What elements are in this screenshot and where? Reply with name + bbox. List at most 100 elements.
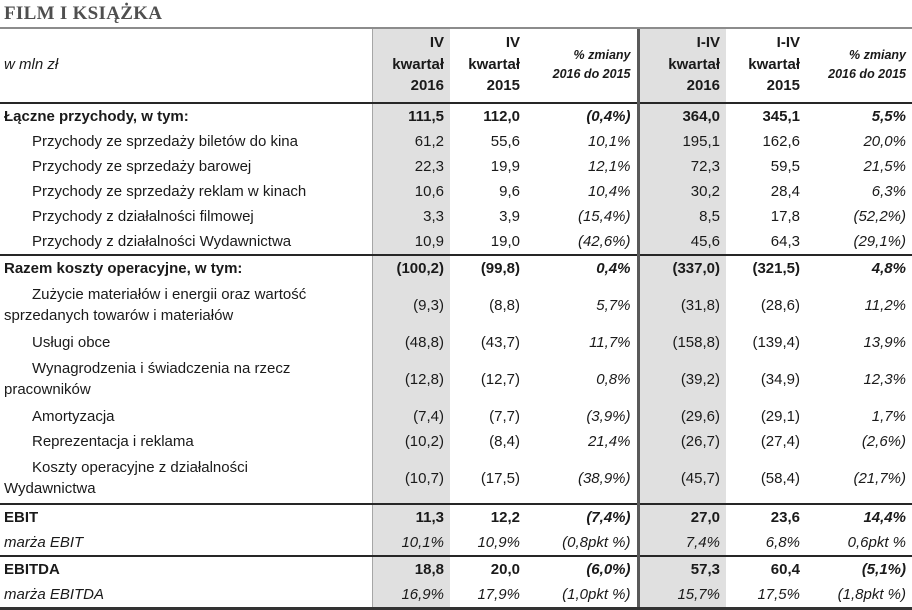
value-cell: (42,6%) <box>577 233 631 250</box>
value-cell: (27,4) <box>760 433 800 450</box>
value-cell: 162,6 <box>762 133 800 150</box>
value-cell: 19,0 <box>490 233 520 250</box>
value-cell: (12,7) <box>480 370 520 388</box>
table-row: Zużycie materiałów i energii oraz wartoś… <box>0 281 912 330</box>
value-cell: (8,4) <box>489 433 520 450</box>
value-cell: (21,7%) <box>853 469 906 487</box>
value-cell: 10,1% <box>371 530 450 556</box>
value-cell: 6,8% <box>765 534 800 551</box>
financial-table: w mln zł IV kwartał 2016 IV kwartał 2015… <box>0 29 912 610</box>
value-cell: 30,2 <box>636 179 726 204</box>
row-label: Razem koszty operacyjne, w tym: <box>0 254 372 281</box>
value-cell: 60,4 <box>726 555 806 582</box>
value-cell: 15,7% <box>636 582 726 610</box>
value-cell: 9,6 <box>499 183 520 200</box>
value-cell: 6,3% <box>871 183 906 200</box>
value-cell: 17,9% <box>450 582 526 610</box>
value-cell: 16,9% <box>371 582 450 610</box>
value-cell: (0,4%) <box>586 108 631 125</box>
row-label: Amortyzacja <box>32 408 115 425</box>
value-cell: (99,8) <box>450 254 526 281</box>
value-cell: 14,4% <box>806 503 912 530</box>
table-row: Usługi obce (48,8) (43,7) 11,7% (158,8) (139,… <box>0 330 912 355</box>
value-cell: 17,8 <box>770 208 800 225</box>
row-label: Łączne przychody, w tym: <box>4 108 189 125</box>
value-cell: (29,1) <box>760 408 800 425</box>
value-cell: (45,7) <box>636 454 726 504</box>
value-cell: (58,4) <box>760 469 800 487</box>
row-label: Zużycie materiałów i energii oraz wartoś… <box>4 286 307 324</box>
value-cell: (10,2) <box>371 429 450 454</box>
value-cell: 21,4% <box>587 433 631 450</box>
value-cell: (39,2) <box>636 355 726 404</box>
value-cell: 13,9% <box>863 334 906 351</box>
table-row: Wynagrodzenia i świadczenia na rzecz pra… <box>0 355 912 404</box>
value-cell: (8,8) <box>489 296 520 314</box>
column-header-q4-2016: IV kwartał 2016 <box>371 29 450 104</box>
value-cell: (38,9%) <box>577 469 631 487</box>
value-cell: 364,0 <box>636 103 726 129</box>
column-header-q4-2015: IV kwartał 2015 <box>450 29 526 104</box>
table-row: marża EBITDA 16,9% 17,9% (1,0pkt %) 15,7% 17,… <box>0 582 912 610</box>
value-cell: 45,6 <box>636 229 726 255</box>
value-cell: 61,2 <box>371 129 450 154</box>
table-row: EBITDA 18,8 20,0 (6,0%) 57,3 60,4 (5,1%) <box>0 555 912 582</box>
table-row: marża EBIT 10,1% 10,9% (0,8pkt %) 7,4% 6,8% 0,… <box>0 530 912 556</box>
value-cell: (9,3) <box>371 281 450 330</box>
row-label: Przychody z działalności filmowej <box>32 208 254 225</box>
value-cell: (337,0) <box>636 254 726 281</box>
table-row: Przychody z działalności Wydawnictwa 10,9… <box>0 229 912 255</box>
value-cell: (48,8) <box>371 330 450 355</box>
value-cell: (158,8) <box>636 330 726 355</box>
table-row: Łączne przychody, w tym: 111,5 112,0 (0,4%)… <box>0 103 912 129</box>
row-label: Przychody ze sprzedaży reklam w kinach <box>32 183 307 200</box>
value-cell: (139,4) <box>752 334 800 351</box>
value-cell: 10,6 <box>371 179 450 204</box>
value-cell: (12,8) <box>371 355 450 404</box>
table-row: Przychody ze sprzedaży biletów do kina 61… <box>0 129 912 154</box>
value-cell: 18,8 <box>371 555 450 582</box>
value-cell: (10,7) <box>371 454 450 504</box>
value-cell: 111,5 <box>371 103 450 129</box>
value-cell: 195,1 <box>636 129 726 154</box>
table-row: EBIT 11,3 12,2 (7,4%) 27,0 23,6 14,4% <box>0 503 912 530</box>
row-label: Usługi obce <box>32 334 111 351</box>
value-cell: (17,5) <box>480 469 520 487</box>
value-cell: 0,4% <box>526 254 638 281</box>
row-label: marża EBITDA <box>0 582 372 610</box>
value-cell: 112,0 <box>483 108 520 125</box>
value-cell: 7,4% <box>636 530 726 556</box>
value-cell: 11,2% <box>864 296 906 314</box>
value-cell: (7,4) <box>371 404 450 429</box>
value-cell: 20,0% <box>863 133 906 150</box>
column-header-ytd-2016: I-IV kwartał 2016 <box>636 29 726 104</box>
value-cell: 10,1% <box>587 133 631 150</box>
value-cell: 3,9 <box>499 208 520 225</box>
value-cell: (15,4%) <box>577 208 631 225</box>
table-row: Przychody z działalności filmowej 3,3 3,9 (… <box>0 204 912 229</box>
value-cell: 1,7% <box>871 408 906 425</box>
row-label: Reprezentacja i reklama <box>32 433 194 450</box>
row-label: Przychody ze sprzedaży biletów do kina <box>32 133 298 150</box>
value-cell: (43,7) <box>480 334 520 351</box>
value-cell: 55,6 <box>490 133 520 150</box>
value-cell: 12,2 <box>450 503 526 530</box>
value-cell: 11,3 <box>371 503 450 530</box>
value-cell: 23,6 <box>726 503 806 530</box>
value-cell: (7,4%) <box>526 503 638 530</box>
value-cell: 10,9 <box>371 229 450 255</box>
value-cell: 64,3 <box>770 233 800 250</box>
value-cell: (29,1%) <box>853 233 906 250</box>
row-label: Przychody ze sprzedaży barowej <box>32 158 252 175</box>
table-row: Koszty operacyjne z działalności Wydawni… <box>0 454 912 504</box>
unit-label: w mln zł <box>0 29 372 104</box>
value-cell: 5,7% <box>596 296 631 314</box>
column-header-change-quarter: % zmiany 2016 do 2015 <box>526 29 638 104</box>
value-cell: (31,8) <box>636 281 726 330</box>
value-cell: 21,5% <box>863 158 906 175</box>
table-body: Łączne przychody, w tym: 111,5 112,0 (0,4%)… <box>0 103 912 610</box>
value-cell: 3,3 <box>371 204 450 229</box>
table-row: Przychody ze sprzedaży barowej 22,3 19,9 12… <box>0 154 912 179</box>
value-cell: 22,3 <box>371 154 450 179</box>
